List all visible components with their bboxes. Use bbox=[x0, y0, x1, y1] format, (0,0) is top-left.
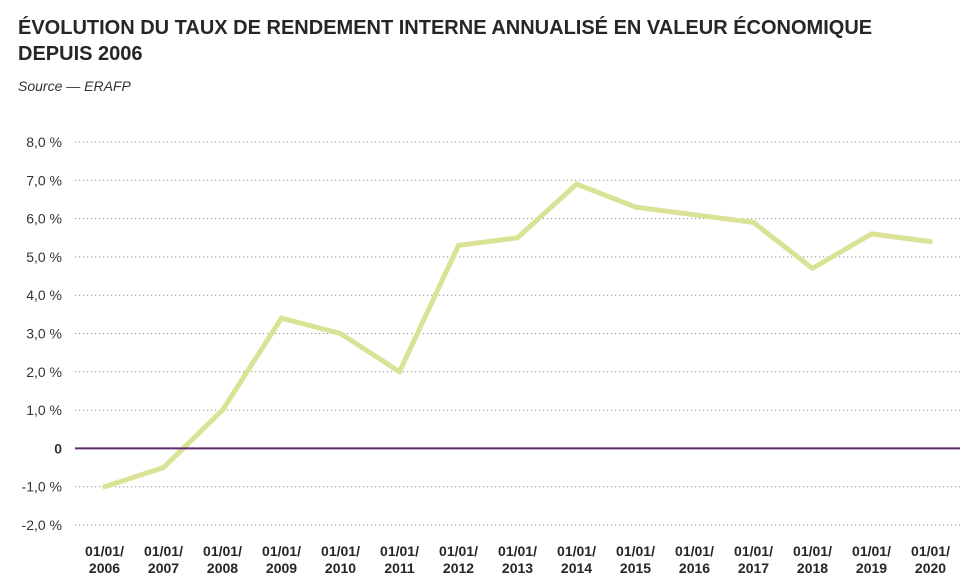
data-point bbox=[397, 369, 402, 375]
y-tick-label: 1,0 % bbox=[26, 402, 62, 418]
gridlines bbox=[75, 141, 960, 526]
series-line bbox=[103, 181, 931, 490]
x-tick-label: 01/01/2018 bbox=[793, 543, 832, 576]
x-tick-label: 01/01/2008 bbox=[203, 543, 242, 576]
data-point bbox=[161, 465, 166, 471]
x-tick-label: 01/01/2015 bbox=[616, 543, 655, 576]
y-tick-label: 2,0 % bbox=[26, 364, 62, 380]
x-tick-label: 01/01/2009 bbox=[262, 543, 301, 576]
x-tick-label: 01/01/2007 bbox=[144, 543, 183, 576]
chart-source: Source — ERAFP bbox=[18, 78, 131, 94]
y-tick-label: 4,0 % bbox=[26, 287, 62, 303]
data-point bbox=[515, 235, 520, 241]
data-point bbox=[574, 181, 579, 187]
data-point bbox=[751, 219, 756, 225]
y-tick-label: -1,0 % bbox=[22, 479, 62, 495]
y-tick-label: 8,0 % bbox=[26, 134, 62, 150]
y-tick-label: 3,0 % bbox=[26, 326, 62, 342]
series bbox=[102, 181, 933, 490]
x-tick-label: 01/01/2014 bbox=[557, 543, 596, 576]
y-tick-label: -2,0 % bbox=[22, 517, 62, 533]
data-point bbox=[633, 204, 638, 210]
y-tick-label: 0 bbox=[54, 440, 62, 456]
x-tick-label: 01/01/2016 bbox=[675, 543, 714, 576]
y-axis: 8,0 % 7,0 % 6,0 % 5,0 % 4,0 % 3,0 % 2,0 % 1,0 %… bbox=[22, 134, 63, 533]
x-tick-label: 01/01/2011 bbox=[380, 543, 419, 576]
chart-title: ÉVOLUTION DU TAUX DE RENDEMENT INTERNE A… bbox=[18, 17, 873, 65]
y-tick-label: 5,0 % bbox=[26, 249, 62, 265]
data-point bbox=[338, 331, 343, 336]
x-tick-label: 01/01/2010 bbox=[321, 543, 360, 576]
y-tick-label: 6,0 % bbox=[26, 211, 62, 227]
y-tick-label: 7,0 % bbox=[26, 172, 62, 188]
data-point bbox=[456, 242, 461, 248]
data-point bbox=[279, 315, 284, 321]
data-point bbox=[220, 407, 225, 413]
data-point bbox=[810, 265, 815, 271]
x-tick-label: 01/01/2013 bbox=[498, 543, 537, 576]
x-tick-label: 01/01/2012 bbox=[439, 543, 478, 576]
data-point bbox=[102, 484, 107, 490]
data-point bbox=[869, 231, 874, 237]
x-tick-label: 01/01/2020 bbox=[911, 543, 950, 576]
data-point bbox=[692, 212, 697, 218]
x-tick-label: 01/01/2006 bbox=[85, 543, 124, 576]
x-axis: 01/01/2006 01/01/2007 01/01/2008 01/01/2009… bbox=[85, 543, 950, 576]
data-point bbox=[928, 239, 933, 245]
x-tick-label: 01/01/2019 bbox=[852, 543, 891, 576]
x-tick-label: 01/01/2017 bbox=[734, 543, 773, 576]
